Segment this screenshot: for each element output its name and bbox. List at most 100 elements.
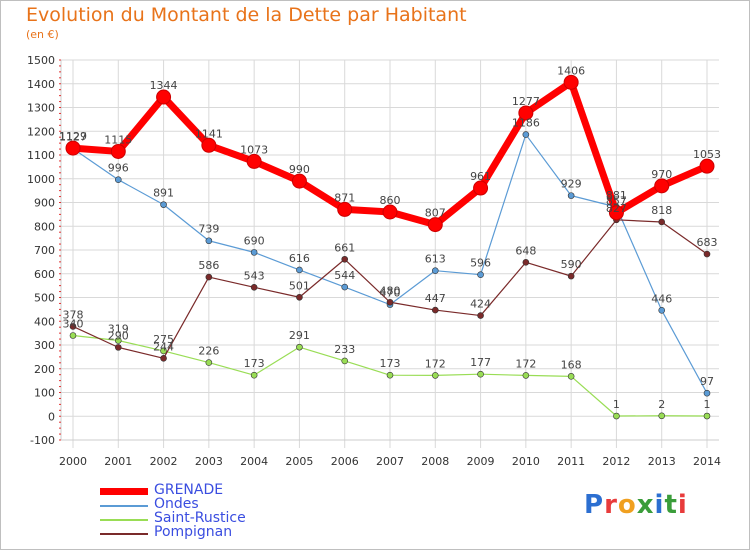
data-label: 1129 bbox=[59, 130, 87, 143]
data-label: 447 bbox=[425, 292, 446, 305]
data-point bbox=[160, 354, 167, 362]
data-point bbox=[341, 255, 349, 263]
legend-label: Pompignan bbox=[154, 524, 233, 540]
data-label: 590 bbox=[561, 258, 582, 271]
data-label: 378 bbox=[63, 308, 84, 321]
data-label: 891 bbox=[153, 187, 174, 200]
legend-swatch bbox=[100, 505, 148, 507]
data-label: 319 bbox=[108, 322, 129, 335]
data-label: 1186 bbox=[512, 117, 540, 130]
data-label: 226 bbox=[198, 345, 219, 358]
data-label: 661 bbox=[334, 241, 355, 254]
y-tick-label: 1000 bbox=[27, 173, 55, 186]
data-point bbox=[250, 283, 258, 291]
data-point bbox=[382, 204, 398, 220]
legend-item: GRENADE bbox=[100, 482, 360, 498]
data-point bbox=[156, 89, 172, 105]
data-point bbox=[160, 201, 167, 208]
data-point bbox=[250, 371, 258, 379]
data-point bbox=[291, 173, 307, 189]
logo-letter: i bbox=[654, 490, 665, 520]
x-tick-label: 2007 bbox=[376, 455, 404, 468]
data-label: 543 bbox=[244, 269, 265, 282]
data-label: 1277 bbox=[512, 95, 540, 108]
data-point bbox=[205, 273, 213, 281]
data-label: 961 bbox=[470, 170, 491, 183]
data-point bbox=[477, 312, 484, 319]
data-label: 1073 bbox=[240, 143, 268, 156]
data-label: 857 bbox=[606, 195, 627, 208]
x-tick-label: 2012 bbox=[602, 455, 630, 468]
x-tick-label: 2013 bbox=[648, 455, 676, 468]
data-point bbox=[69, 332, 77, 339]
data-label: 648 bbox=[515, 244, 536, 257]
data-label: 173 bbox=[380, 357, 401, 370]
data-label: 424 bbox=[470, 298, 491, 311]
data-label: 1115 bbox=[104, 133, 132, 146]
data-point bbox=[296, 266, 303, 274]
data-label: 1053 bbox=[693, 148, 721, 161]
data-point bbox=[477, 370, 484, 378]
data-point bbox=[477, 271, 484, 279]
x-tick-label: 2011 bbox=[557, 455, 585, 468]
data-point bbox=[431, 372, 439, 379]
data-label: 177 bbox=[470, 356, 491, 369]
data-label: 996 bbox=[108, 162, 129, 175]
y-tick-label: 700 bbox=[34, 244, 55, 257]
x-tick-label: 2006 bbox=[331, 455, 359, 468]
legend-label: Ondes bbox=[154, 496, 199, 512]
legend-item: Saint-Rustice bbox=[100, 510, 360, 526]
x-tick-label: 2004 bbox=[240, 455, 268, 468]
data-point bbox=[246, 153, 262, 169]
data-label: 1406 bbox=[557, 64, 585, 77]
data-point bbox=[608, 205, 624, 221]
data-point bbox=[654, 178, 670, 194]
data-label: 1 bbox=[613, 398, 620, 411]
data-label: 739 bbox=[198, 223, 219, 236]
y-tick-label: 300 bbox=[34, 339, 55, 352]
data-point bbox=[473, 180, 489, 196]
data-point bbox=[703, 389, 711, 397]
data-label: 586 bbox=[198, 259, 219, 272]
logo-letter: o bbox=[617, 490, 637, 520]
data-label: 480 bbox=[380, 284, 401, 297]
logo-letter: i bbox=[677, 490, 688, 520]
data-label: 172 bbox=[425, 357, 446, 370]
data-label: 596 bbox=[470, 257, 491, 270]
data-label: 172 bbox=[515, 357, 536, 370]
data-point bbox=[341, 357, 349, 365]
y-tick-label: 1400 bbox=[27, 78, 55, 91]
data-point bbox=[201, 137, 217, 153]
x-tick-label: 2010 bbox=[512, 455, 540, 468]
data-label: 1127 bbox=[59, 131, 87, 144]
data-label: 2 bbox=[658, 398, 665, 411]
legend-label: GRENADE bbox=[154, 482, 224, 498]
data-point bbox=[250, 249, 258, 256]
data-point bbox=[567, 192, 575, 199]
data-label: 446 bbox=[651, 292, 672, 305]
y-tick-label: 1100 bbox=[27, 149, 55, 162]
data-label: 244 bbox=[153, 340, 174, 353]
y-tick-label: 1300 bbox=[27, 102, 55, 115]
data-label: 871 bbox=[334, 191, 355, 204]
data-point bbox=[427, 217, 443, 233]
data-label: 233 bbox=[334, 343, 355, 356]
data-label: 990 bbox=[289, 163, 310, 176]
legend-swatch bbox=[100, 519, 148, 521]
data-point bbox=[563, 74, 579, 90]
data-point bbox=[658, 307, 666, 314]
data-point bbox=[386, 298, 394, 306]
data-label: 275 bbox=[153, 333, 174, 346]
logo-letter: x bbox=[636, 490, 655, 520]
data-point bbox=[522, 259, 530, 266]
data-label: 1344 bbox=[150, 79, 178, 92]
data-point bbox=[522, 131, 530, 138]
data-point bbox=[65, 140, 81, 156]
data-point bbox=[205, 359, 213, 366]
y-tick-label: 500 bbox=[34, 292, 55, 305]
chart-subtitle: (en €) bbox=[26, 28, 59, 41]
data-label: 290 bbox=[108, 329, 129, 342]
y-tick-label: 800 bbox=[34, 220, 55, 233]
x-tick-label: 2001 bbox=[104, 455, 132, 468]
